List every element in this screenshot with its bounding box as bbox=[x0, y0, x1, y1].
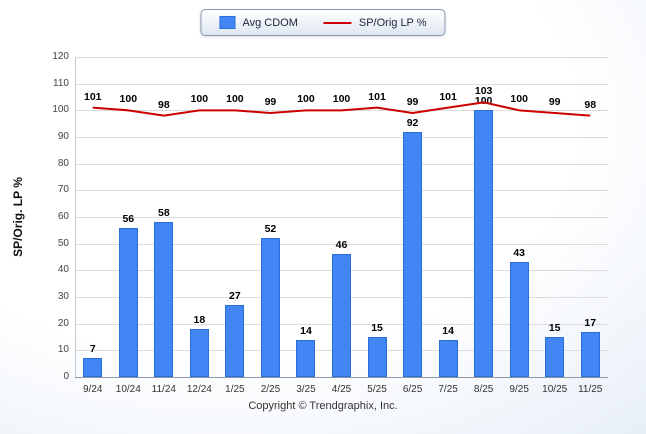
legend: Avg CDOM SP/Orig LP % bbox=[200, 9, 446, 36]
line-value-label: 99 bbox=[264, 96, 277, 108]
y-tick-label: 90 bbox=[57, 131, 69, 142]
line-value-label: 100 bbox=[119, 93, 138, 106]
gridline bbox=[75, 137, 608, 138]
line-value-label: 99 bbox=[548, 96, 561, 108]
x-tick-label: 4/25 bbox=[331, 384, 352, 395]
line-swatch-icon bbox=[323, 21, 352, 24]
x-tick-label: 10/24 bbox=[115, 384, 141, 395]
line-value-label: 103 bbox=[474, 85, 493, 98]
y-axis-line bbox=[75, 57, 76, 377]
line-value-label: 101 bbox=[439, 90, 457, 103]
x-tick-label: 6/25 bbox=[402, 384, 423, 395]
x-tick-label: 9/25 bbox=[509, 384, 529, 395]
x-tick-label: 11/25 bbox=[578, 384, 603, 395]
bar-value-label: 14 bbox=[442, 324, 454, 337]
x-tick-label: 9/24 bbox=[83, 384, 103, 395]
bar-value-label: 92 bbox=[406, 116, 419, 129]
bar-value-label: 17 bbox=[584, 316, 597, 329]
line-value-label: 99 bbox=[406, 96, 419, 108]
y-tick-label: 20 bbox=[57, 318, 69, 329]
line-value-label: 100 bbox=[297, 93, 315, 106]
y-tick-label: 80 bbox=[57, 158, 69, 169]
y-tick-label: 0 bbox=[63, 371, 69, 382]
bar-value-label: 52 bbox=[264, 223, 277, 236]
line-value-label: 98 bbox=[584, 98, 597, 111]
x-tick-label: 8/25 bbox=[473, 384, 494, 395]
bar bbox=[296, 339, 316, 377]
x-tick-label: 3/25 bbox=[296, 384, 316, 395]
y-tick-label: 10 bbox=[57, 344, 69, 355]
y-tick-label: 110 bbox=[53, 78, 69, 89]
bar bbox=[509, 262, 529, 377]
y-tick-label: 60 bbox=[57, 211, 69, 222]
bar-value-label: 14 bbox=[300, 324, 312, 337]
gridline bbox=[75, 190, 608, 191]
line-value-label: 100 bbox=[510, 93, 528, 106]
x-tick-label: 7/25 bbox=[438, 384, 458, 395]
x-tick-label: 1/25 bbox=[225, 384, 245, 395]
bar bbox=[580, 331, 600, 377]
x-tick-label: 11/24 bbox=[151, 384, 176, 395]
bar-value-label: 27 bbox=[229, 290, 241, 302]
bar bbox=[545, 337, 565, 377]
bar-value-label: 15 bbox=[548, 322, 561, 334]
line-value-label: 100 bbox=[226, 93, 244, 106]
bar bbox=[118, 227, 138, 377]
bar bbox=[438, 339, 458, 377]
x-tick-label: 10/25 bbox=[542, 384, 568, 395]
x-tick-label: 12/24 bbox=[186, 384, 212, 395]
bar bbox=[225, 305, 245, 377]
y-tick-label: 50 bbox=[57, 238, 69, 249]
y-tick-label: 70 bbox=[57, 184, 69, 195]
line-value-label: 100 bbox=[332, 93, 351, 106]
y-tick-label: 40 bbox=[57, 264, 69, 275]
copyright-text: Copyright © Trendgraphix, Inc. bbox=[248, 400, 398, 412]
line-value-label: 101 bbox=[368, 90, 386, 103]
bar bbox=[154, 222, 174, 377]
bar bbox=[474, 110, 494, 377]
gridline bbox=[75, 244, 608, 245]
line-value-label: 101 bbox=[84, 90, 102, 103]
bar bbox=[260, 238, 280, 377]
y-axis-title: SP/Orig. LP % bbox=[11, 177, 25, 257]
line-value-label: 98 bbox=[157, 98, 170, 111]
bar-value-label: 58 bbox=[157, 207, 170, 220]
bar bbox=[332, 254, 351, 377]
gridline bbox=[75, 84, 608, 85]
bar-value-label: 7 bbox=[89, 343, 96, 356]
bar-value-label: 56 bbox=[122, 212, 135, 225]
y-tick-label: 120 bbox=[52, 51, 69, 62]
gridline bbox=[75, 377, 608, 378]
bar bbox=[83, 358, 103, 377]
legend-item-line: SP/Orig LP % bbox=[323, 16, 427, 29]
bar-value-label: 18 bbox=[193, 314, 206, 326]
legend-line-label: SP/Orig LP % bbox=[358, 16, 427, 29]
bar bbox=[367, 337, 387, 377]
legend-item-bar: Avg CDOM bbox=[219, 16, 298, 29]
y-tick-label: 100 bbox=[52, 104, 69, 115]
line-value-label: 100 bbox=[190, 93, 209, 106]
bar bbox=[403, 131, 423, 377]
legend-bar-label: Avg CDOM bbox=[242, 16, 298, 29]
gridline bbox=[75, 57, 608, 58]
y-tick-label: 30 bbox=[57, 291, 69, 302]
bar-swatch-icon bbox=[219, 16, 236, 29]
bar-value-label: 15 bbox=[371, 322, 383, 334]
x-tick-label: 5/25 bbox=[367, 384, 387, 395]
x-tick-label: 2/25 bbox=[260, 384, 281, 395]
bar bbox=[189, 329, 209, 377]
gridline bbox=[75, 164, 608, 165]
gridline bbox=[75, 217, 608, 218]
bar-value-label: 43 bbox=[513, 247, 525, 260]
bar-value-label: 46 bbox=[335, 239, 348, 252]
